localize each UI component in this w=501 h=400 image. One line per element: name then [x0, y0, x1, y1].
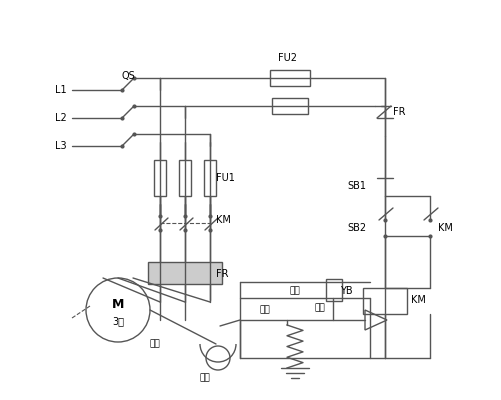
Text: 杠杆: 杠杆 [260, 306, 271, 314]
Text: FR: FR [393, 107, 405, 117]
Text: FU1: FU1 [216, 173, 235, 183]
Text: KM: KM [438, 223, 453, 233]
Text: SB1: SB1 [347, 181, 366, 191]
Text: L3: L3 [55, 141, 67, 151]
Text: KM: KM [411, 295, 426, 305]
Text: QS: QS [122, 71, 136, 81]
Text: 闸轮: 闸轮 [200, 374, 211, 382]
Bar [272, 98, 308, 114]
Text: L2: L2 [55, 113, 67, 123]
Bar [179, 160, 191, 196]
Text: FU2: FU2 [278, 53, 297, 63]
Bar [154, 160, 166, 196]
Bar [326, 279, 342, 301]
Text: KM: KM [216, 215, 231, 225]
Text: 3～: 3～ [112, 316, 124, 326]
Text: FR: FR [216, 269, 228, 279]
Text: 闸瓦: 闸瓦 [150, 340, 161, 348]
Text: SB2: SB2 [347, 223, 366, 233]
Text: M: M [112, 298, 124, 312]
Text: YB: YB [340, 286, 353, 296]
Text: 衡铁: 衡铁 [315, 304, 326, 312]
Bar [148, 262, 222, 284]
Text: L1: L1 [55, 85, 67, 95]
Bar [270, 70, 310, 86]
Text: 线圈: 线圈 [290, 286, 301, 296]
Bar [204, 160, 216, 196]
Bar [363, 288, 407, 314]
